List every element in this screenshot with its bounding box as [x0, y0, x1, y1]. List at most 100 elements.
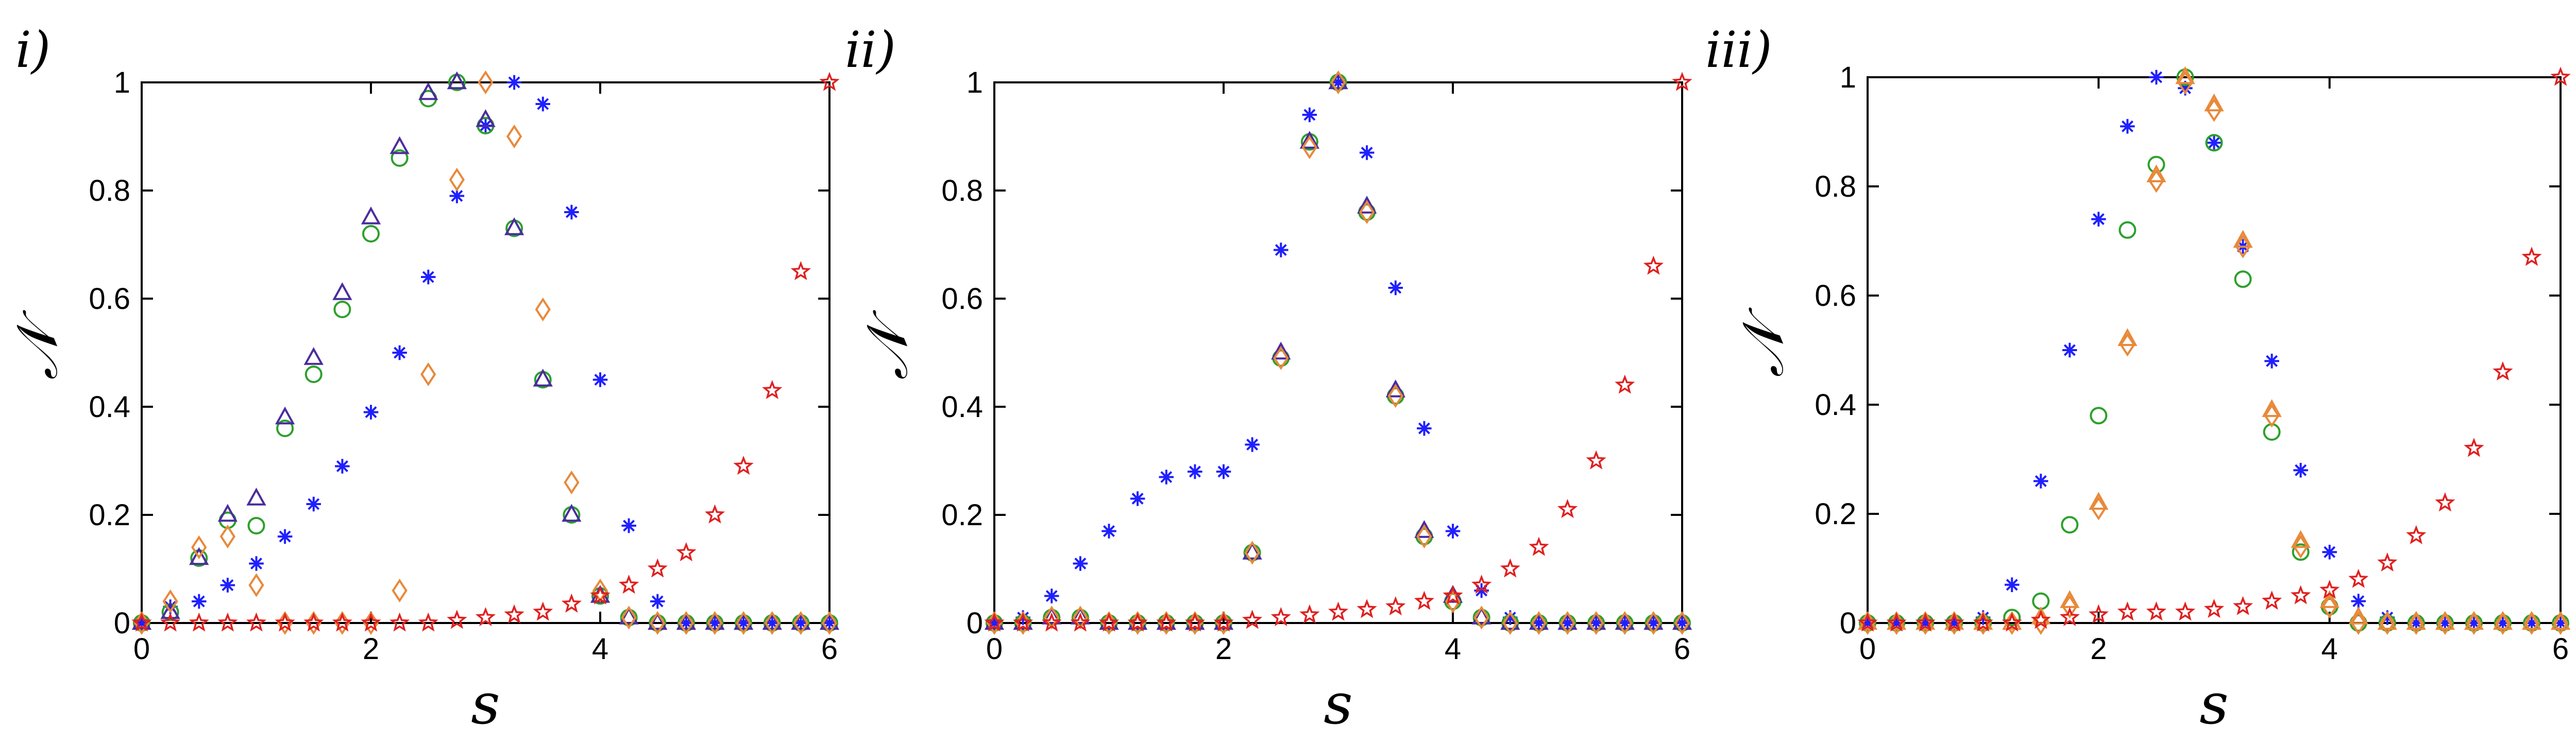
data-point-triangle: [303, 347, 324, 365]
data-point-triangle: [332, 282, 352, 300]
data-point-star: [1443, 585, 1463, 605]
data-point-star: [2435, 492, 2455, 512]
data-point-triangle: [562, 504, 582, 522]
data-point-star: [618, 574, 639, 594]
data-point-circle: [391, 149, 409, 167]
data-point-asterisk: [249, 556, 264, 571]
series-star: [1857, 66, 2571, 632]
data-point-triangle: [1500, 612, 1520, 630]
data-point-star: [647, 558, 668, 578]
data-point-triangle: [1042, 607, 1062, 625]
data-point-star: [1529, 537, 1549, 556]
series-star: [131, 72, 840, 632]
data-point-star: [2550, 66, 2571, 86]
data-point-asterisk: [1503, 610, 1518, 625]
data-point-diamond: [2148, 169, 2164, 193]
data-point-star: [2319, 579, 2340, 599]
panel-label: i): [15, 21, 50, 79]
data-point-asterisk: [2207, 135, 2222, 150]
series-triangle: [131, 71, 840, 630]
data-point-triangle: [1213, 612, 1234, 630]
data-point-triangle: [2348, 607, 2368, 625]
data-point-triangle: [1672, 612, 1692, 630]
x-tick-label: 0: [1859, 632, 1876, 666]
data-point-asterisk: [707, 615, 722, 631]
data-point-triangle: [2377, 612, 2397, 630]
data-point-diamond: [621, 605, 637, 630]
data-point-diamond: [2235, 234, 2251, 258]
data-point-triangle: [1414, 520, 1434, 538]
data-point-triangle: [504, 217, 524, 235]
data-point-star: [1098, 612, 1120, 632]
data-point-triangle: [1099, 612, 1119, 630]
data-point-diamond: [2523, 611, 2540, 635]
x-tick-label: 0: [986, 632, 1003, 666]
x-tick-label: 4: [592, 632, 608, 666]
data-point-asterisk: [650, 594, 665, 609]
data-point-diamond: [2408, 611, 2424, 635]
data-point-circle: [2003, 609, 2021, 627]
data-point-star: [1242, 610, 1263, 629]
data-point-diamond: [2293, 534, 2309, 559]
data-point-diamond: [1387, 384, 1403, 408]
data-point-star: [1643, 255, 1664, 275]
data-point-diamond: [191, 535, 207, 560]
data-point-asterisk: [621, 518, 636, 533]
data-point-asterisk: [2178, 81, 2193, 96]
data-point-circle: [333, 301, 351, 318]
data-point-triangle: [2089, 492, 2109, 510]
data-point-diamond: [1473, 605, 1489, 630]
data-point-star: [418, 612, 438, 632]
data-point-asterisk: [363, 405, 379, 420]
data-point-star: [1357, 599, 1377, 618]
data-point-circle: [362, 225, 380, 243]
y-axis-label: 𝒩: [1730, 307, 1796, 377]
data-point-asterisk: [2033, 474, 2048, 489]
data-point-star: [504, 604, 524, 624]
data-point-circle: [304, 366, 323, 383]
data-point-circle: [2292, 543, 2310, 561]
data-point-asterisk: [421, 269, 436, 285]
series-circle: [1859, 68, 2569, 632]
data-point-star: [332, 612, 353, 632]
series-diamond: [1859, 71, 2569, 635]
data-point-triangle: [2146, 164, 2166, 183]
data-point-asterisk: [2351, 594, 2366, 609]
data-point-asterisk: [2466, 615, 2482, 631]
data-point-asterisk: [1918, 615, 1933, 631]
data-point-diamond: [650, 611, 666, 635]
data-point-triangle: [1973, 612, 1993, 630]
data-point-asterisk: [1975, 610, 1991, 625]
data-point-diamond: [1301, 135, 1318, 160]
data-point-circle: [247, 517, 265, 534]
data-point-triangle: [2117, 328, 2138, 347]
data-point-star: [303, 612, 324, 632]
data-point-diamond: [2091, 496, 2107, 521]
data-point-asterisk: [192, 594, 207, 609]
data-point-asterisk: [1044, 589, 1059, 603]
chart-panel-2: 0 2 4 6 0 0.2 0.4 0.6 0.8 1 ii) s 𝒩: [845, 21, 1692, 737]
data-point-star: [1184, 612, 1206, 632]
data-point-star: [2406, 525, 2427, 545]
data-point-asterisk: [1588, 615, 1604, 631]
data-point-star: [1328, 601, 1349, 621]
x-tick-label: 6: [2552, 632, 2569, 666]
data-point-star: [1557, 499, 1578, 518]
data-point-asterisk: [1946, 615, 1962, 631]
data-point-diamond: [1531, 611, 1547, 635]
data-point-triangle: [217, 504, 238, 522]
x-tick-label: 6: [821, 632, 838, 666]
series-circle: [133, 74, 838, 632]
panel-label: iii): [1705, 21, 1772, 79]
data-point-star: [1615, 374, 1635, 394]
x-tick-label: 4: [1445, 632, 1461, 666]
data-point-diamond: [535, 297, 551, 322]
data-point-triangle: [476, 109, 496, 127]
data-point-star: [2204, 599, 2225, 618]
data-point-triangle: [1185, 612, 1205, 630]
data-point-star: [2059, 607, 2080, 627]
plot-frame: [993, 81, 1683, 624]
data-point-asterisk: [2120, 119, 2135, 134]
data-point-asterisk: [1188, 464, 1202, 479]
y-tick-label: 0.4: [941, 390, 983, 424]
